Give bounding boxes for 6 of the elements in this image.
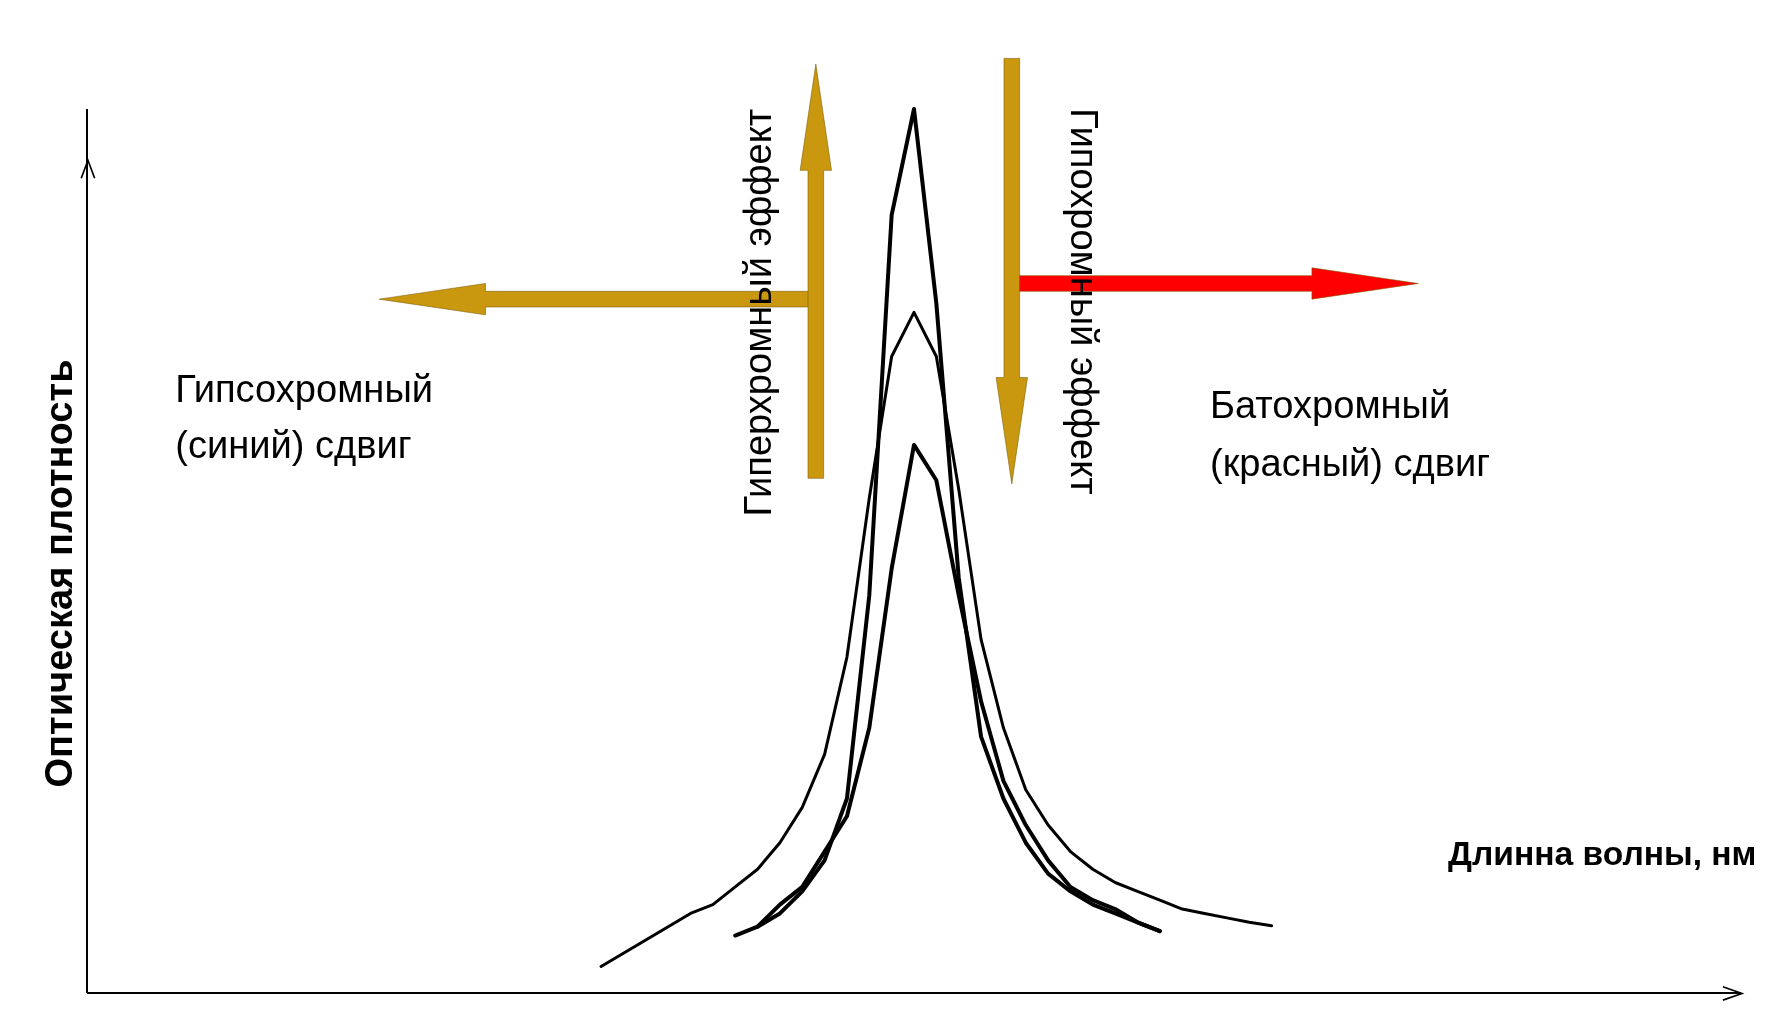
annotation: Гиперхромный эффект (737, 108, 780, 517)
annotation: Батохромный (красный) сдвиг (1210, 383, 1491, 485)
annotation: Гипсохромный (синий) сдвиг (175, 368, 434, 467)
x-axis-title: Длинна волны, нм (1448, 834, 1757, 872)
y-axis-title: Оптическая плотность (38, 359, 81, 788)
annotation: Гипохромный эффект (1063, 108, 1106, 495)
